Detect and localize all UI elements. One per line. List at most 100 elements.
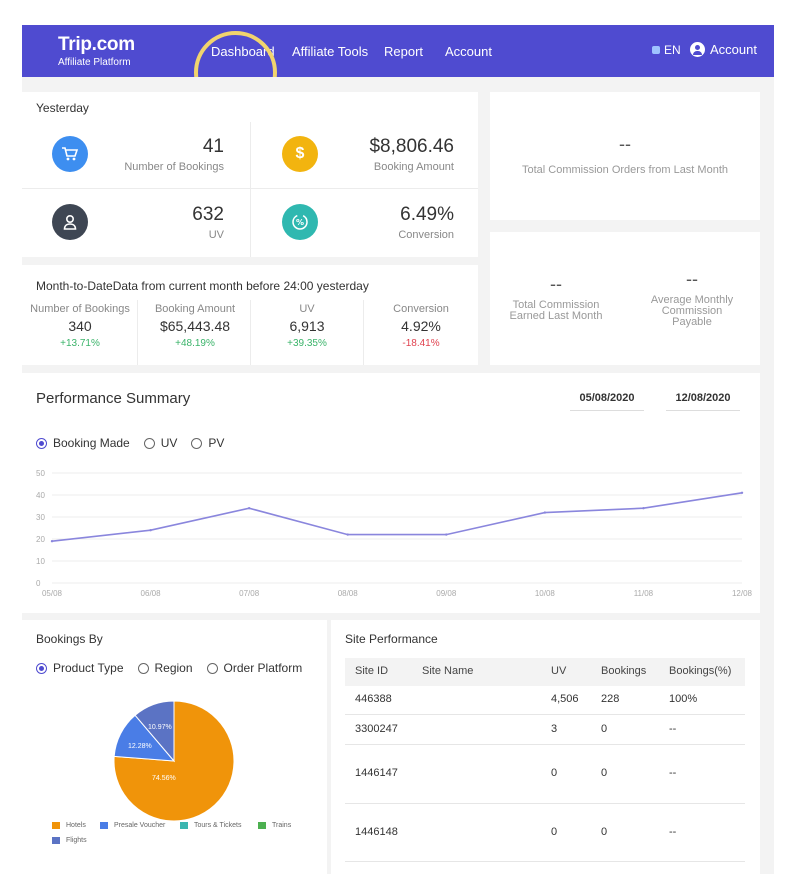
uv-label: UV: [208, 229, 224, 241]
data-point[interactable]: [740, 491, 744, 494]
pie-slice-flights[interactable]: [134, 700, 175, 763]
data-point[interactable]: [445, 533, 448, 536]
radio-region-label: Region: [154, 661, 193, 675]
radio-booking-made[interactable]: Booking Made: [36, 436, 130, 450]
data-point[interactable]: [642, 507, 645, 510]
x-tick-label: 05/08: [42, 589, 63, 598]
legend-presale[interactable]: Presale Voucher: [100, 822, 165, 829]
x-tick-label: 06/08: [141, 589, 162, 598]
radio-pv[interactable]: PV: [191, 436, 224, 450]
nav-affiliate-tools[interactable]: Affiliate Tools: [292, 44, 369, 59]
radio-region[interactable]: Region: [137, 661, 193, 675]
radio-product-type-label: Product Type: [53, 661, 124, 675]
cell-bookings-pct: 100%: [669, 693, 698, 705]
avg-commission-label-line3: Payable: [672, 316, 712, 328]
bookings-pie-chart: [113, 700, 235, 822]
yesterday-divider-v: [250, 122, 251, 257]
logo[interactable]: Trip.com Affiliate Platform: [58, 34, 135, 68]
account-menu[interactable]: Account: [690, 42, 757, 57]
cell-site-id: 1446148: [355, 826, 398, 838]
commission-earned-card: [490, 232, 760, 365]
radio-order-platform[interactable]: Order Platform: [206, 661, 303, 675]
mtd-amount-label: Booking Amount: [154, 303, 236, 315]
date-start-picker[interactable]: 05/08/2020: [570, 392, 644, 411]
data-point[interactable]: [543, 511, 547, 514]
pie-label-presale: 12.28%: [128, 743, 152, 750]
radio-checked-icon: [36, 437, 47, 449]
cell-bookings-pct: --: [669, 723, 677, 735]
cell-uv: 3: [551, 723, 558, 735]
bookings-label: Number of Bookings: [124, 161, 224, 173]
y-tick-label: 0: [36, 579, 41, 588]
y-tick-label: 10: [36, 557, 45, 566]
amount-value: $8,806.46: [369, 136, 454, 157]
legend-flights-label: Flights: [66, 837, 87, 844]
yesterday-title: Yesterday: [36, 101, 89, 115]
mtd-bookings-value: 340: [68, 318, 92, 334]
uv-value: 632: [192, 204, 224, 225]
bookings-value: 41: [202, 136, 224, 157]
y-tick-label: 50: [36, 469, 45, 478]
language-switch[interactable]: EN: [652, 43, 681, 57]
date-end-picker[interactable]: 12/08/2020: [666, 392, 740, 411]
mtd-uv-value: 6,913: [289, 318, 325, 334]
logo-title: Trip.com: [58, 34, 135, 55]
bookings-by-radio-group: Product Type Region Order Platform: [36, 661, 316, 675]
pie-label-hotels: 74.56%: [152, 775, 176, 782]
data-point[interactable]: [247, 507, 251, 510]
cell-uv: 0: [551, 826, 558, 838]
mtd-conversion-value: 4.92%: [401, 318, 441, 334]
x-tick-label: 07/08: [239, 589, 260, 598]
cell-site-id: 3300247: [355, 723, 398, 735]
x-tick-label: 11/08: [634, 589, 654, 598]
user-icon: [52, 204, 88, 240]
col-bookings: Bookings: [601, 665, 647, 677]
legend-swatch: [258, 822, 266, 829]
commission-orders-value: --: [619, 134, 631, 154]
yesterday-divider-h: [22, 188, 478, 189]
legend-hotels[interactable]: Hotels: [52, 822, 86, 829]
bookings-by-title: Bookings By: [36, 632, 103, 646]
commission-orders-card: [490, 92, 760, 220]
metric-radio-group: Booking Made UV PV: [36, 436, 238, 450]
mtd-uv-label: UV: [299, 303, 315, 315]
nav-account[interactable]: Account: [445, 44, 492, 59]
legend-trains[interactable]: Trains: [258, 822, 291, 829]
data-point[interactable]: [149, 529, 152, 532]
top-navbar: Trip.com Affiliate Platform Dashboard Af…: [22, 25, 774, 114]
logo-subtitle: Affiliate Platform: [58, 57, 131, 68]
avg-commission-label: Average Monthly Commission Payable: [636, 295, 748, 328]
legend-tours-label: Tours & Tickets: [194, 822, 242, 829]
radio-order-platform-label: Order Platform: [223, 661, 303, 675]
legend-flights[interactable]: Flights: [52, 837, 87, 844]
radio-booking-made-label: Booking Made: [53, 436, 130, 450]
row-divider: [345, 803, 745, 804]
mtd-amount-change: +48.19%: [175, 338, 215, 349]
language-icon: [652, 46, 660, 54]
legend-swatch: [52, 822, 60, 829]
data-point[interactable]: [346, 533, 349, 536]
mtd-conversion-change: -18.41%: [402, 338, 440, 349]
cell-bookings: 0: [601, 723, 608, 735]
mtd-divider-1: [137, 300, 138, 365]
x-tick-label: 10/08: [535, 589, 556, 598]
legend-tours[interactable]: Tours & Tickets: [180, 822, 241, 829]
radio-uv[interactable]: UV: [143, 436, 177, 450]
legend-swatch: [52, 837, 60, 844]
cell-bookings-pct: --: [669, 826, 677, 838]
language-label: EN: [664, 43, 681, 57]
data-point[interactable]: [50, 540, 54, 543]
nav-report[interactable]: Report: [384, 44, 424, 59]
svg-text:%: %: [296, 218, 304, 227]
mtd-amount: Booking Amount $65,443.48 +48.19%: [140, 303, 250, 349]
radio-product-type[interactable]: Product Type: [36, 661, 124, 675]
mtd-conversion: Conversion 4.92% -18.41%: [366, 303, 476, 349]
avg-commission-label-line1: Average Monthly: [650, 294, 734, 306]
avg-commission-value: --: [686, 269, 698, 289]
mtd-bookings-change: +13.71%: [60, 338, 100, 349]
x-tick-label: 09/08: [436, 589, 457, 598]
mtd-bookings-label: Number of Bookings: [30, 303, 130, 315]
cell-bookings-pct: --: [669, 767, 677, 779]
mtd-amount-value: $65,443.48: [159, 318, 231, 334]
performance-card: [22, 373, 760, 613]
